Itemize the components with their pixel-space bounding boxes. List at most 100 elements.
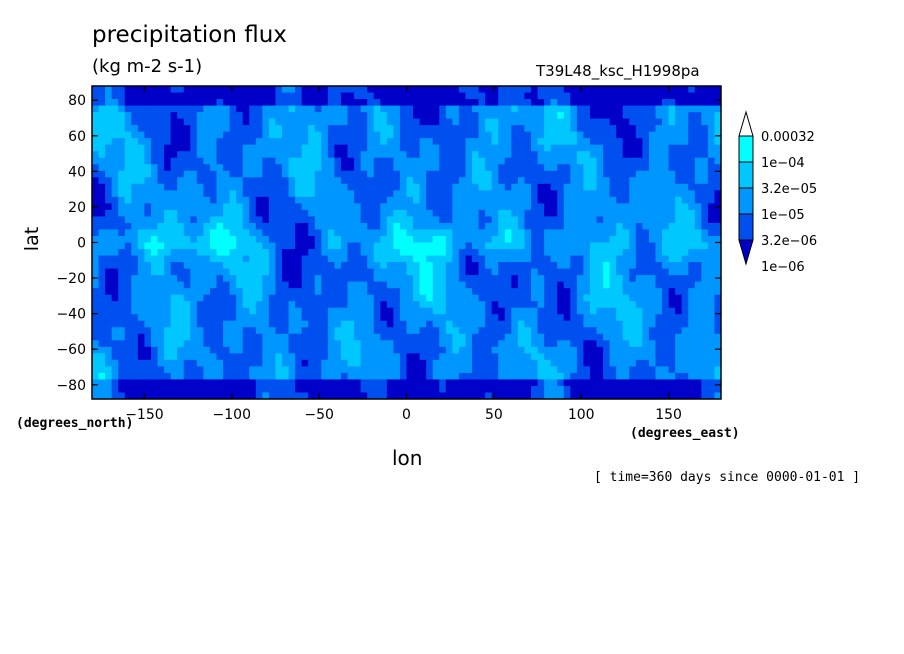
field-cell (209, 242, 218, 250)
field-cell (229, 262, 237, 270)
field-cell (321, 157, 329, 165)
field-cell (131, 125, 139, 133)
field-cell (360, 359, 368, 367)
field-cell (314, 157, 322, 165)
field-cell (170, 183, 178, 191)
field-cell (530, 275, 539, 283)
field-cell (511, 275, 519, 283)
field-cell (458, 235, 467, 244)
field-cell (544, 262, 552, 270)
field-cell (373, 340, 381, 348)
field-cell (229, 307, 237, 315)
field-cell (504, 372, 512, 381)
field-cell (98, 262, 106, 270)
field-cell (498, 294, 506, 302)
field-cell (563, 209, 571, 218)
field-cell (478, 327, 486, 335)
field-cell (426, 268, 434, 276)
field-cell (111, 333, 119, 341)
field-cell (386, 320, 394, 328)
field-cell (583, 164, 591, 172)
field-cell (544, 112, 552, 120)
field-cell (465, 333, 473, 341)
field-cell (255, 209, 263, 218)
field-cell (419, 125, 427, 133)
field-cell (668, 216, 676, 224)
field-cell (131, 268, 139, 276)
field-cell (662, 144, 670, 152)
field-cell (334, 209, 342, 218)
y-tick-label: 80 (68, 93, 86, 109)
field-cell (707, 118, 716, 126)
field-cell (609, 275, 617, 283)
field-cell (242, 379, 250, 387)
field-cell (373, 203, 381, 211)
field-cell (616, 170, 624, 178)
field-cell (209, 314, 218, 322)
field-cell (583, 359, 591, 367)
field-cell (426, 99, 434, 107)
field-cell (386, 392, 394, 399)
field-cell (603, 112, 611, 120)
field-cell (118, 105, 126, 113)
field-cell (668, 157, 676, 165)
field-cell (583, 314, 591, 322)
field-cell (340, 229, 349, 237)
field-cell (347, 196, 355, 204)
x-axis-units: (degrees_east) (630, 426, 740, 441)
field-cell (668, 359, 676, 367)
field-cell (472, 144, 480, 152)
field-cell (570, 281, 578, 289)
field-cell (432, 268, 440, 276)
field-cell (334, 229, 342, 237)
field-cell (406, 190, 414, 198)
field-cell (530, 105, 539, 113)
field-cell (157, 99, 165, 107)
field-cell (498, 157, 506, 165)
field-cell (426, 216, 434, 224)
field-cell (268, 301, 277, 309)
field-cell (714, 392, 721, 399)
field-cell (655, 125, 663, 133)
field-cell (406, 138, 414, 146)
field-cell (707, 262, 716, 270)
field-cell (609, 314, 617, 322)
field-cell (347, 131, 355, 139)
field-cell (648, 327, 657, 335)
field-cell (511, 157, 519, 165)
field-cell (282, 288, 290, 296)
field-cell (544, 183, 552, 191)
field-cell (340, 288, 349, 296)
field-cell (170, 125, 178, 133)
field-cell (347, 255, 355, 263)
field-cell (321, 92, 329, 100)
field-cell (583, 294, 591, 302)
field-cell (216, 170, 224, 178)
x-tick-label: −100 (213, 407, 251, 423)
field-cell (616, 275, 624, 283)
field-cell (249, 144, 257, 152)
field-cell (557, 353, 565, 361)
field-cell (707, 216, 716, 224)
field-cell (609, 288, 617, 296)
field-cell (308, 92, 316, 100)
field-cell (681, 131, 689, 139)
field-cell (714, 242, 721, 250)
field-cell (616, 144, 624, 152)
field-cell (439, 314, 447, 322)
field-cell (648, 86, 657, 94)
field-cell (131, 372, 139, 381)
field-cell (321, 327, 329, 335)
field-cell (144, 170, 152, 178)
field-cell (164, 112, 172, 120)
field-cell (511, 170, 519, 178)
field-cell (563, 157, 571, 165)
field-cell (209, 157, 218, 165)
field-cell (583, 118, 591, 126)
field-cell (105, 307, 113, 315)
field-cell (268, 346, 277, 354)
field-cell (255, 255, 263, 263)
field-cell (164, 99, 172, 107)
field-cell (511, 235, 519, 244)
field-cell (550, 196, 558, 204)
